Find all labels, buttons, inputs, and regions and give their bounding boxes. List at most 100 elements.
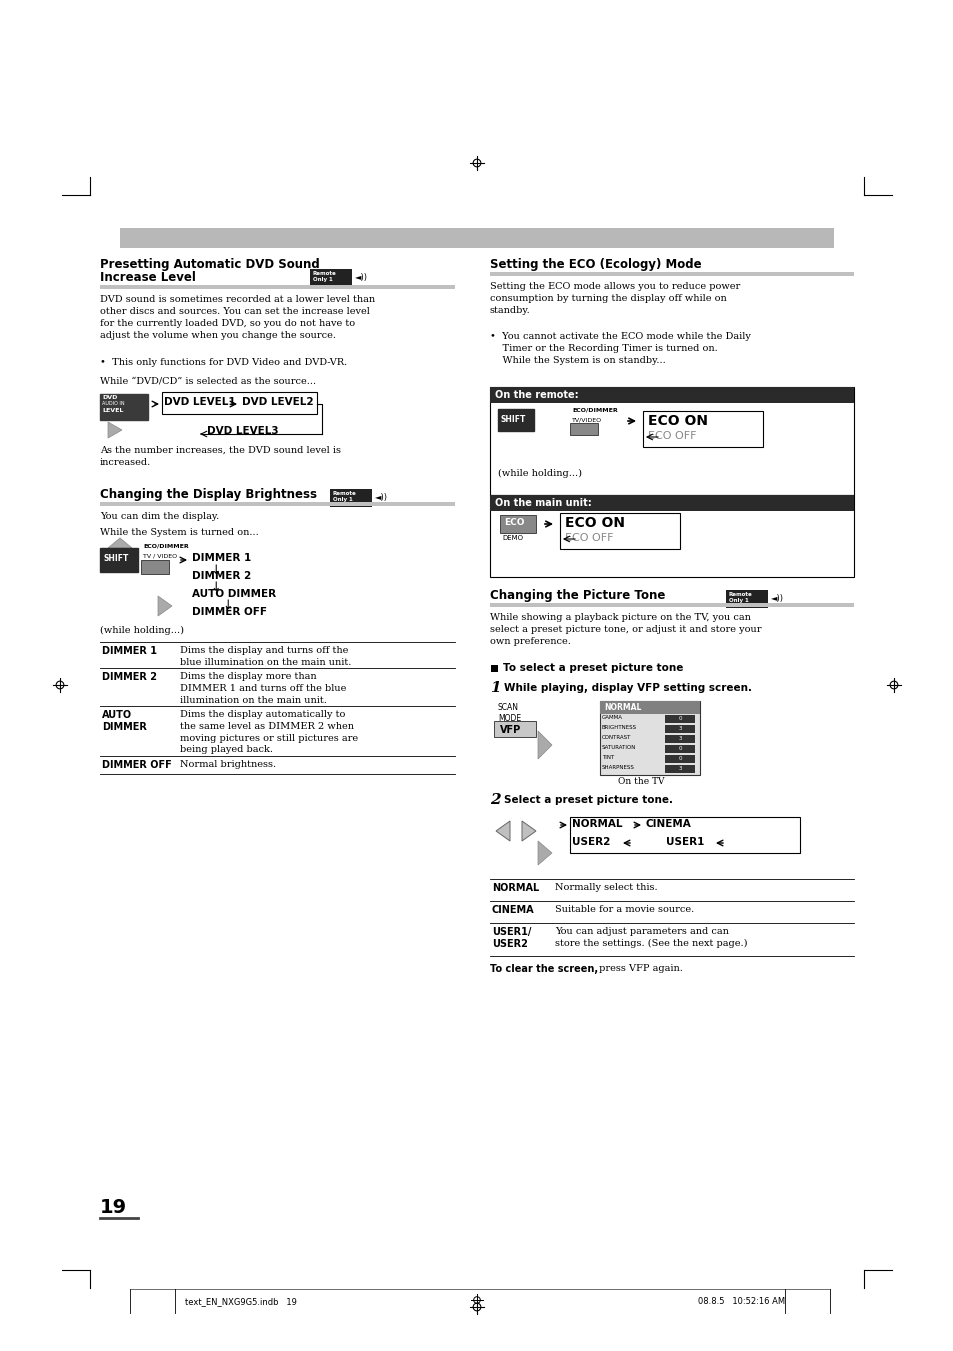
Text: Normally select this.: Normally select this. <box>555 884 657 892</box>
Text: Suitable for a movie source.: Suitable for a movie source. <box>555 905 694 915</box>
Text: DIMMER OFF: DIMMER OFF <box>102 761 172 770</box>
Polygon shape <box>539 405 567 436</box>
Polygon shape <box>599 417 614 436</box>
Text: ECO ON: ECO ON <box>647 413 707 428</box>
Text: DVD LEVEL2: DVD LEVEL2 <box>242 397 314 407</box>
Text: Remote
Only 1: Remote Only 1 <box>333 490 356 501</box>
Text: Select a preset picture tone.: Select a preset picture tone. <box>503 794 672 805</box>
Bar <box>664 715 695 723</box>
Bar <box>162 392 316 413</box>
Text: ECO OFF: ECO OFF <box>647 431 696 440</box>
Text: VFP: VFP <box>499 725 520 735</box>
Bar <box>100 394 148 420</box>
Text: DIMMER 1: DIMMER 1 <box>192 553 251 563</box>
Bar <box>664 755 695 763</box>
Text: Dims the display more than
DIMMER 1 and turns off the blue
illumination on the m: Dims the display more than DIMMER 1 and … <box>180 671 346 705</box>
Text: SHIFT: SHIFT <box>104 554 130 563</box>
Bar <box>494 721 536 738</box>
Bar <box>330 489 372 507</box>
Text: DVD: DVD <box>102 394 117 400</box>
Text: SCAN
MODE: SCAN MODE <box>497 703 520 723</box>
Text: Presetting Automatic DVD Sound: Presetting Automatic DVD Sound <box>100 258 319 272</box>
Bar <box>490 272 853 276</box>
Text: ◄)): ◄)) <box>375 493 388 503</box>
Text: text_EN_NXG9G5.indb   19: text_EN_NXG9G5.indb 19 <box>185 1297 296 1306</box>
Text: 3: 3 <box>678 736 681 740</box>
Text: CONTRAST: CONTRAST <box>601 735 631 740</box>
Text: AUDIO IN: AUDIO IN <box>102 401 125 407</box>
Text: While the System is turned on...: While the System is turned on... <box>100 528 258 536</box>
Text: NORMAL: NORMAL <box>492 884 538 893</box>
Polygon shape <box>537 731 552 759</box>
Text: As the number increases, the DVD sound level is
increased.: As the number increases, the DVD sound l… <box>100 446 340 467</box>
Polygon shape <box>536 539 550 563</box>
Text: DIMMER 2: DIMMER 2 <box>192 571 251 581</box>
Text: Setting the ECO (Ecology) Mode: Setting the ECO (Ecology) Mode <box>490 258 700 272</box>
Text: To select a preset picture tone: To select a preset picture tone <box>502 663 682 673</box>
Text: Changing the Picture Tone: Changing the Picture Tone <box>490 589 664 603</box>
Text: While playing, display VFP setting screen.: While playing, display VFP setting scree… <box>503 684 751 693</box>
Bar <box>490 494 853 511</box>
Text: ◄)): ◄)) <box>770 594 783 603</box>
Bar <box>120 228 833 249</box>
Text: ECO/DIMMER: ECO/DIMMER <box>143 544 189 549</box>
Text: While showing a playback picture on the TV, you can
select a preset picture tone: While showing a playback picture on the … <box>490 613 760 646</box>
Bar <box>491 665 497 671</box>
Text: DVD LEVEL1: DVD LEVEL1 <box>164 397 235 407</box>
Bar <box>725 590 767 608</box>
Bar <box>599 701 700 713</box>
Text: DVD LEVEL3: DVD LEVEL3 <box>207 426 278 436</box>
Bar <box>569 817 800 852</box>
Bar <box>497 409 534 431</box>
Bar <box>310 269 352 286</box>
Bar <box>559 513 679 549</box>
Text: 19: 19 <box>100 1198 127 1217</box>
Bar <box>664 735 695 743</box>
Text: DEMO: DEMO <box>501 535 522 540</box>
Text: LEVEL: LEVEL <box>102 408 123 413</box>
Text: On the TV: On the TV <box>618 777 664 786</box>
Text: NORMAL: NORMAL <box>603 703 640 712</box>
Polygon shape <box>108 422 122 438</box>
Text: To clear the screen,: To clear the screen, <box>490 965 598 974</box>
Text: ECO: ECO <box>503 517 524 527</box>
Text: ↓: ↓ <box>210 581 220 594</box>
Text: 0: 0 <box>678 757 681 761</box>
Text: BRIGHTNESS: BRIGHTNESS <box>601 725 637 730</box>
Text: 08.8.5   10:52:16 AM: 08.8.5 10:52:16 AM <box>698 1297 784 1306</box>
Text: ↓: ↓ <box>210 563 220 577</box>
Bar <box>490 386 853 403</box>
Text: ↓: ↓ <box>222 598 233 612</box>
Text: You can adjust parameters and can
store the settings. (See the next page.): You can adjust parameters and can store … <box>555 927 747 948</box>
Text: Dims the display automatically to
the same level as DIMMER 2 when
moving picture: Dims the display automatically to the sa… <box>180 711 357 754</box>
Text: 1: 1 <box>490 681 500 694</box>
Bar <box>490 386 853 494</box>
Text: ECO ON: ECO ON <box>564 516 624 530</box>
Text: ◄)): ◄)) <box>355 273 368 282</box>
Polygon shape <box>158 596 172 616</box>
Text: Setting the ECO mode allows you to reduce power
consumption by turning the displ: Setting the ECO mode allows you to reduc… <box>490 282 740 315</box>
Text: AUTO
DIMMER: AUTO DIMMER <box>102 711 147 732</box>
Text: On the remote:: On the remote: <box>495 390 578 400</box>
Text: •  You cannot activate the ECO mode while the Daily
    Timer or the Recording T: • You cannot activate the ECO mode while… <box>490 332 750 365</box>
Text: 3: 3 <box>678 725 681 731</box>
Text: SHIFT: SHIFT <box>500 415 526 424</box>
Bar <box>642 411 762 447</box>
Bar <box>664 744 695 753</box>
Text: CINEMA: CINEMA <box>645 819 691 830</box>
Bar <box>100 549 138 571</box>
Bar <box>490 494 853 577</box>
Text: Normal brightness.: Normal brightness. <box>180 761 275 769</box>
Text: Changing the Display Brightness: Changing the Display Brightness <box>100 488 316 501</box>
Text: 3: 3 <box>678 766 681 771</box>
Bar <box>100 285 455 289</box>
Text: SHARPNESS: SHARPNESS <box>601 765 634 770</box>
Text: TV/VIDEO: TV/VIDEO <box>572 417 601 422</box>
Text: USER1/
USER2: USER1/ USER2 <box>492 927 531 950</box>
Text: USER1: USER1 <box>665 838 703 847</box>
Text: DIMMER OFF: DIMMER OFF <box>192 607 267 617</box>
Text: SATURATION: SATURATION <box>601 744 636 750</box>
Text: DVD sound is sometimes recorded at a lower level than
other discs and sources. Y: DVD sound is sometimes recorded at a low… <box>100 295 375 340</box>
Text: •  This only functions for DVD Video and DVD-VR.: • This only functions for DVD Video and … <box>100 358 347 367</box>
Bar <box>490 603 853 607</box>
